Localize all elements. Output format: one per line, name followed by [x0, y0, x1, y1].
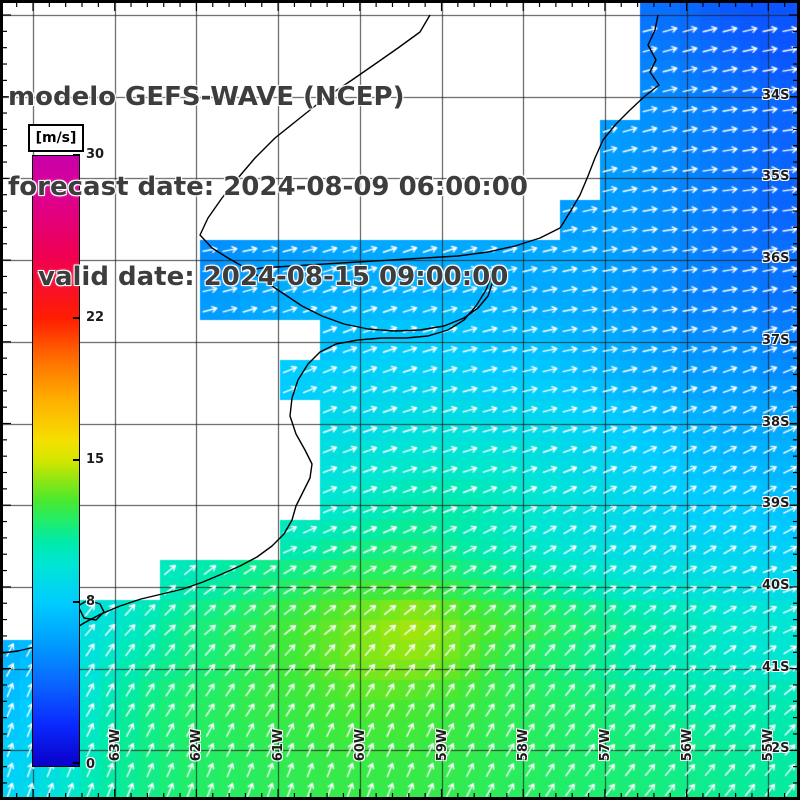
coastline-path	[249, 269, 494, 332]
forecast-date-line: forecast date: 2024-08-09 06:00:00	[8, 172, 528, 202]
coastline	[1, 14, 660, 654]
colorbar-gradient	[32, 155, 80, 767]
axis-ticks	[3, 3, 797, 797]
colorbar-unit-label: [m/s]	[28, 124, 84, 152]
coastline-path	[249, 227, 561, 271]
coastline-path	[77, 599, 105, 621]
colorbar: [m/s]	[28, 124, 84, 767]
coastline-path	[199, 14, 431, 271]
valid-date-line: valid date: 2024-08-15 09:00:00	[38, 262, 509, 292]
title-block: modelo GEFS-WAVE (NCEP) forecast date: 2…	[8, 22, 528, 352]
coastline-path	[559, 14, 660, 229]
coastline-path	[1, 271, 494, 654]
model-title: modelo GEFS-WAVE (NCEP)	[8, 82, 405, 112]
